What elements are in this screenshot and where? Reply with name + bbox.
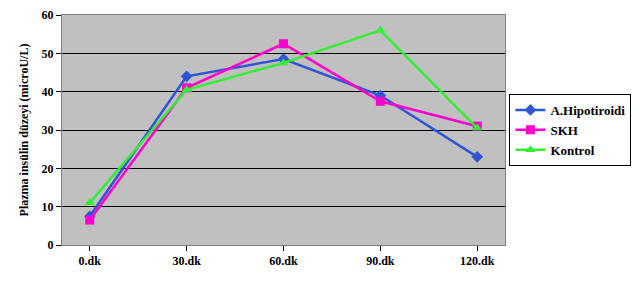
svg-text:60: 60 [42,8,54,22]
svg-text:30: 30 [42,123,54,137]
svg-text:90.dk: 90.dk [366,254,395,268]
svg-text:30.dk: 30.dk [172,254,201,268]
svg-text:20: 20 [42,162,54,176]
svg-text:Kontrol: Kontrol [550,143,594,158]
svg-text:120.dk: 120.dk [460,254,495,268]
svg-text:A.Hipotiroidi: A.Hipotiroidi [550,103,625,118]
svg-text:40: 40 [42,85,54,99]
svg-text:0.dk: 0.dk [79,254,102,268]
svg-text:SKH: SKH [550,123,577,138]
svg-text:0: 0 [48,238,54,252]
svg-text:50: 50 [42,47,54,61]
svg-text:10: 10 [42,200,54,214]
svg-text:Plazma insülin düzeyi (microU/: Plazma insülin düzeyi (microU/L) [17,44,31,217]
svg-text:60.dk: 60.dk [269,254,298,268]
